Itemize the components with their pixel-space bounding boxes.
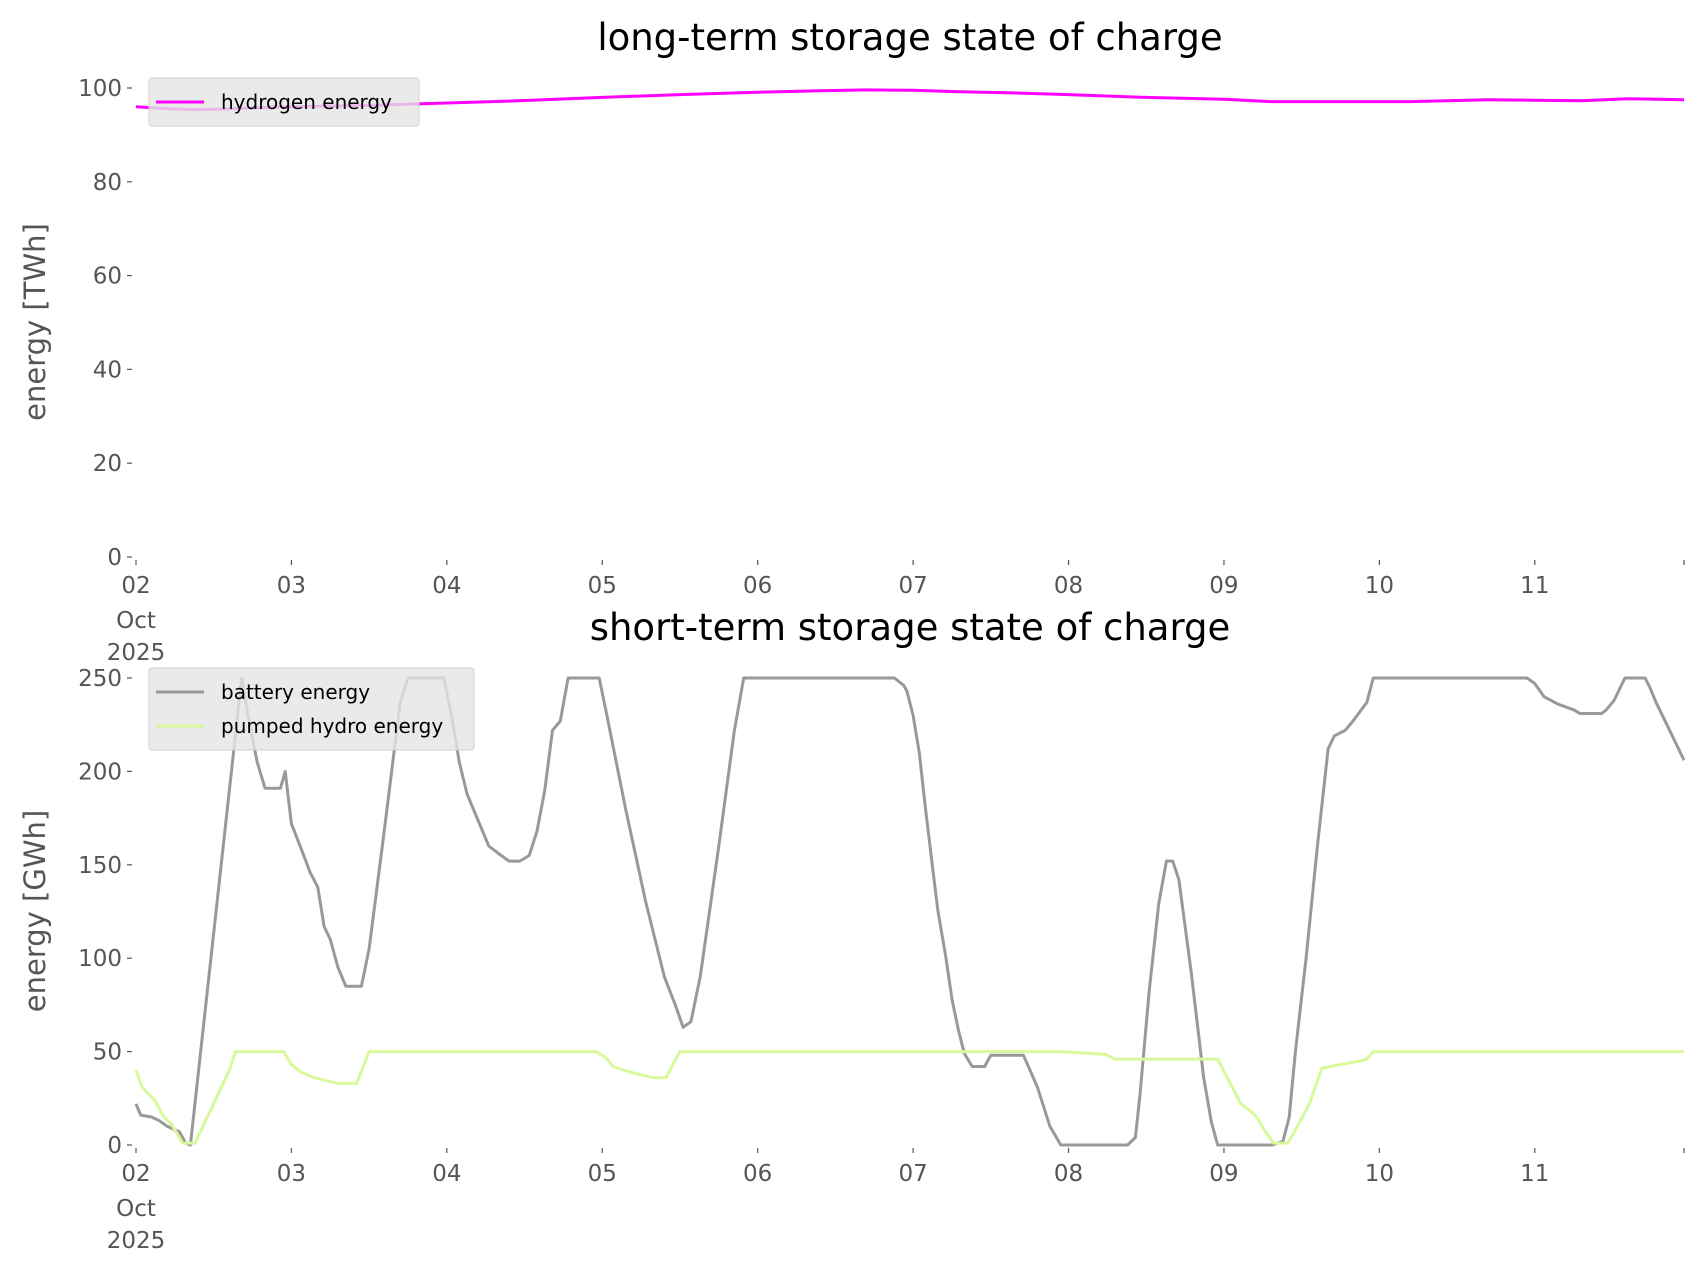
x-tick-sublabel: 2025 (107, 640, 166, 666)
y-tick-label: 40 (93, 357, 122, 383)
series-line-pumped-hydro-energy (134, 1050, 1684, 1145)
legend-label: hydrogen energy (221, 90, 392, 114)
x-tick-label: 07 (898, 1161, 927, 1187)
x-tick-label: 07 (898, 573, 927, 599)
x-tick-sublabel: 2025 (107, 1228, 166, 1254)
y-axis-label: energy [TWh] (18, 223, 52, 421)
legend-label: pumped hydro energy (221, 714, 443, 738)
legend-box (148, 77, 420, 127)
x-tick-label: 04 (432, 1161, 461, 1187)
x-tick-label: 05 (588, 573, 617, 599)
x-tick-sublabel: Oct (116, 608, 156, 634)
x-tick-label: 08 (1054, 573, 1083, 599)
x-tick-label: 08 (1054, 1161, 1083, 1187)
x-tick-label: 11 (1520, 573, 1549, 599)
legend: hydrogen energy (148, 77, 420, 127)
chart-title: short-term storage state of charge (590, 606, 1231, 649)
x-tick-label: 03 (277, 1161, 306, 1187)
x-tick-sublabel: Oct (116, 1196, 156, 1222)
y-axis-label: energy [GWh] (18, 810, 52, 1012)
x-tick-label: 11 (1520, 1161, 1549, 1187)
x-tick-label: 02 (121, 573, 150, 599)
y-tick-label: 200 (78, 759, 122, 785)
y-tick-label: 0 (107, 545, 122, 571)
x-tick-label: 06 (743, 573, 772, 599)
legend-box (148, 667, 475, 751)
long-term-storage-panel: long-term storage state of charge energy… (18, 16, 1685, 666)
legend-label: battery energy (221, 680, 370, 704)
y-tick-label: 150 (78, 853, 122, 879)
y-tick-label: 20 (93, 451, 122, 477)
y-tick-label: 80 (93, 170, 122, 196)
y-tick-label: 60 (93, 264, 122, 290)
x-tick-label: 10 (1365, 573, 1394, 599)
x-tick-label: 06 (743, 1161, 772, 1187)
y-tick-label: 250 (78, 666, 122, 692)
legend: battery energy pumped hydro energy (148, 667, 475, 751)
y-tick-label: 100 (78, 946, 122, 972)
x-tick-label: 09 (1209, 573, 1238, 599)
short-term-storage-panel: short-term storage state of charge energ… (18, 606, 1686, 1254)
x-tick-label: 09 (1209, 1161, 1238, 1187)
x-tick-label: 02 (121, 1161, 150, 1187)
x-tick-label: 05 (588, 1161, 617, 1187)
x-tick-label: 03 (277, 573, 306, 599)
x-tick-label: 04 (432, 573, 461, 599)
chart-title: long-term storage state of charge (597, 16, 1222, 59)
x-tick-label: 10 (1365, 1161, 1394, 1187)
y-tick-label: 100 (78, 76, 122, 102)
y-tick-label: 0 (107, 1133, 122, 1159)
series-line-battery-energy (134, 676, 1686, 1147)
y-tick-label: 50 (93, 1040, 122, 1066)
